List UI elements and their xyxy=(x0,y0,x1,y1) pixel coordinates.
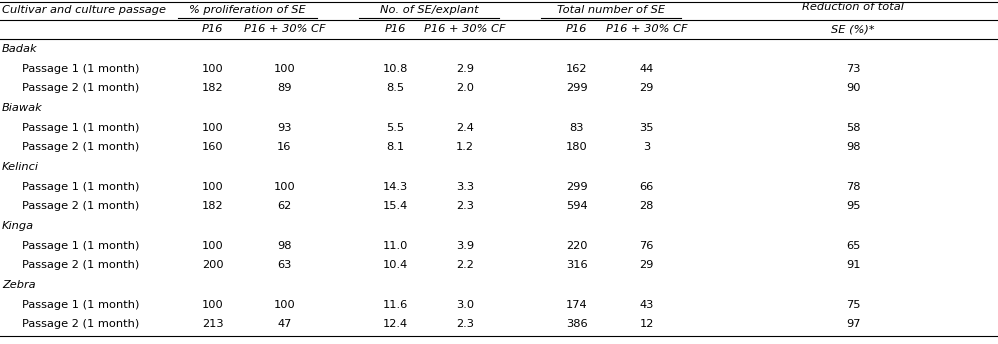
Text: 100: 100 xyxy=(202,64,224,74)
Text: 100: 100 xyxy=(202,241,224,251)
Text: 15.4: 15.4 xyxy=(382,201,408,212)
Text: No. of SE/explant: No. of SE/explant xyxy=(380,5,478,15)
Text: 97: 97 xyxy=(846,319,860,329)
Text: 12: 12 xyxy=(640,319,654,329)
Text: P16 + 30% CF: P16 + 30% CF xyxy=(606,24,688,34)
Text: 47: 47 xyxy=(277,319,291,329)
Text: 220: 220 xyxy=(566,241,588,251)
Text: 182: 182 xyxy=(202,84,224,94)
Text: 100: 100 xyxy=(273,64,295,74)
Text: 66: 66 xyxy=(640,182,654,192)
Text: 8.5: 8.5 xyxy=(386,84,404,94)
Text: 316: 316 xyxy=(566,260,588,270)
Text: 386: 386 xyxy=(566,319,588,329)
Text: Passage 1 (1 month): Passage 1 (1 month) xyxy=(22,123,140,133)
Text: Passage 1 (1 month): Passage 1 (1 month) xyxy=(22,300,140,310)
Text: 58: 58 xyxy=(846,123,860,133)
Text: Passage 1 (1 month): Passage 1 (1 month) xyxy=(22,64,140,74)
Text: 299: 299 xyxy=(566,84,588,94)
Text: 2.9: 2.9 xyxy=(456,64,474,74)
Text: 3.9: 3.9 xyxy=(456,241,474,251)
Text: P16 + 30% CF: P16 + 30% CF xyxy=(244,24,325,34)
Text: 11.6: 11.6 xyxy=(382,300,408,310)
Text: 2.4: 2.4 xyxy=(456,123,474,133)
Text: 89: 89 xyxy=(277,84,291,94)
Text: 10.8: 10.8 xyxy=(382,64,408,74)
Text: 100: 100 xyxy=(273,300,295,310)
Text: 65: 65 xyxy=(846,241,860,251)
Text: 213: 213 xyxy=(202,319,224,329)
Text: 90: 90 xyxy=(846,84,860,94)
Text: Passage 2 (1 month): Passage 2 (1 month) xyxy=(22,142,139,152)
Text: Kinga: Kinga xyxy=(2,221,34,231)
Text: Passage 2 (1 month): Passage 2 (1 month) xyxy=(22,84,139,94)
Text: 100: 100 xyxy=(202,123,224,133)
Text: Zebra: Zebra xyxy=(2,280,36,290)
Text: 78: 78 xyxy=(846,182,860,192)
Text: 11.0: 11.0 xyxy=(382,241,408,251)
Text: 2.0: 2.0 xyxy=(456,84,474,94)
Text: % proliferation of SE: % proliferation of SE xyxy=(190,5,305,15)
Text: 29: 29 xyxy=(640,260,654,270)
Text: 98: 98 xyxy=(846,142,860,152)
Text: 44: 44 xyxy=(640,64,654,74)
Text: Badak: Badak xyxy=(2,44,38,54)
Text: P16 + 30% CF: P16 + 30% CF xyxy=(424,24,506,34)
Text: 3.0: 3.0 xyxy=(456,300,474,310)
Text: Passage 2 (1 month): Passage 2 (1 month) xyxy=(22,319,139,329)
Text: 8.1: 8.1 xyxy=(386,142,404,152)
Text: 2.3: 2.3 xyxy=(456,201,474,212)
Text: 162: 162 xyxy=(566,64,588,74)
Text: 10.4: 10.4 xyxy=(382,260,408,270)
Text: 73: 73 xyxy=(846,64,860,74)
Text: P16: P16 xyxy=(566,24,588,34)
Text: 3.3: 3.3 xyxy=(456,182,474,192)
Text: 14.3: 14.3 xyxy=(382,182,408,192)
Text: Passage 2 (1 month): Passage 2 (1 month) xyxy=(22,260,139,270)
Text: 299: 299 xyxy=(566,182,588,192)
Text: 12.4: 12.4 xyxy=(382,319,408,329)
Text: 43: 43 xyxy=(640,300,654,310)
Text: 174: 174 xyxy=(566,300,588,310)
Text: Reduction of total: Reduction of total xyxy=(802,2,904,12)
Text: 95: 95 xyxy=(846,201,860,212)
Text: Cultivar and culture passage: Cultivar and culture passage xyxy=(2,5,166,15)
Text: 2.2: 2.2 xyxy=(456,260,474,270)
Text: 594: 594 xyxy=(566,201,588,212)
Text: 93: 93 xyxy=(277,123,291,133)
Text: 35: 35 xyxy=(640,123,654,133)
Text: 98: 98 xyxy=(277,241,291,251)
Text: Passage 2 (1 month): Passage 2 (1 month) xyxy=(22,201,139,212)
Text: Kelinci: Kelinci xyxy=(2,162,39,172)
Text: Biawak: Biawak xyxy=(2,103,43,113)
Text: 182: 182 xyxy=(202,201,224,212)
Text: 1.2: 1.2 xyxy=(456,142,474,152)
Text: 62: 62 xyxy=(277,201,291,212)
Text: 2.3: 2.3 xyxy=(456,319,474,329)
Text: 100: 100 xyxy=(273,182,295,192)
Text: 5.5: 5.5 xyxy=(386,123,404,133)
Text: SE (%)*: SE (%)* xyxy=(831,24,875,34)
Text: 63: 63 xyxy=(277,260,291,270)
Text: 100: 100 xyxy=(202,300,224,310)
Text: 180: 180 xyxy=(566,142,588,152)
Text: 16: 16 xyxy=(277,142,291,152)
Text: 200: 200 xyxy=(202,260,224,270)
Text: 29: 29 xyxy=(640,84,654,94)
Text: 83: 83 xyxy=(570,123,584,133)
Text: 100: 100 xyxy=(202,182,224,192)
Text: P16: P16 xyxy=(202,24,224,34)
Text: 75: 75 xyxy=(846,300,860,310)
Text: 3: 3 xyxy=(643,142,651,152)
Text: Passage 1 (1 month): Passage 1 (1 month) xyxy=(22,241,140,251)
Text: 76: 76 xyxy=(640,241,654,251)
Text: 91: 91 xyxy=(846,260,860,270)
Text: P16: P16 xyxy=(384,24,406,34)
Text: 160: 160 xyxy=(202,142,224,152)
Text: 28: 28 xyxy=(640,201,654,212)
Text: Passage 1 (1 month): Passage 1 (1 month) xyxy=(22,182,140,192)
Text: Total number of SE: Total number of SE xyxy=(557,5,665,15)
